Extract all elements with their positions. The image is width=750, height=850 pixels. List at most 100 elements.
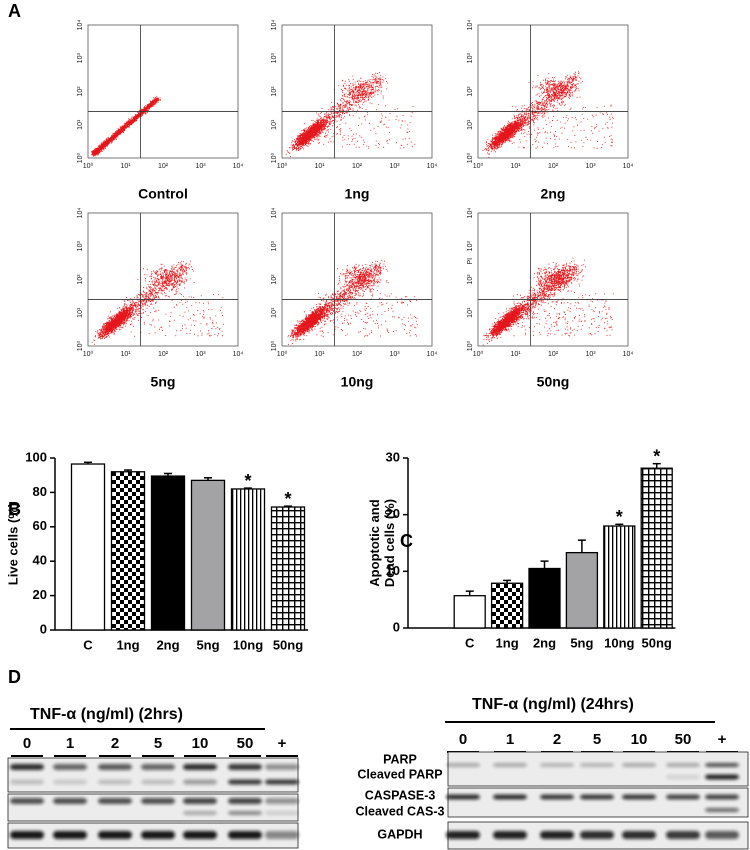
plot-label: 5ng: [151, 374, 176, 390]
x-tick-label: 10¹: [120, 163, 131, 170]
y-tick-label: 10⁰: [270, 341, 278, 352]
blot-band: [183, 779, 217, 785]
blot-band: [705, 774, 739, 780]
bar: [490, 582, 524, 629]
x-tick-label: 10⁴: [623, 163, 634, 170]
blot-band: [666, 831, 700, 839]
y-tick-label: 10²: [467, 86, 474, 97]
y-tick-label: 10⁰: [76, 341, 84, 352]
y-tick-label: 10⁴: [467, 208, 474, 219]
bar: [270, 506, 306, 631]
y-axis-label: Live cells (%): [5, 503, 20, 585]
y-tick-label: 10⁴: [467, 20, 474, 31]
event-dots: [482, 257, 614, 346]
x-tick-label: 10ng: [604, 635, 634, 650]
blot-band: [446, 794, 480, 800]
y-tick-label: 10: [386, 563, 400, 578]
blot-band: [705, 808, 739, 812]
y-tick-label: 10²: [271, 274, 278, 285]
x-tick-label: 10²: [548, 351, 559, 358]
x-tick-label: 10¹: [510, 351, 521, 358]
x-tick-label: 10⁴: [233, 351, 244, 358]
blot-band: [141, 831, 175, 839]
y-tick-label: 10²: [77, 274, 84, 285]
y-tick-label: 10³: [77, 241, 84, 252]
lane-label: 1: [506, 731, 514, 748]
blot-band: [540, 794, 574, 800]
blot-band: [265, 831, 299, 839]
bar: [150, 475, 186, 631]
x-tick-label: 10³: [585, 351, 596, 358]
event-dots: [482, 70, 614, 158]
x-tick-label: 10⁰: [277, 162, 288, 170]
y-tick-label: 10¹: [77, 307, 84, 318]
y-tick-label: 10³: [77, 53, 84, 64]
lane-label: +: [718, 731, 727, 748]
plot-label: Control: [138, 186, 188, 202]
blot-band: [98, 779, 132, 785]
blot-band: [666, 774, 700, 780]
y-tick-label: 10¹: [467, 119, 474, 130]
x-tick-label: 10¹: [314, 163, 325, 170]
x-tick-label: 1ng: [116, 637, 139, 652]
x-tick-label: 10⁰: [473, 350, 484, 358]
blot-band: [446, 831, 480, 839]
blot-band: [183, 764, 217, 770]
blot-band: [10, 831, 44, 839]
plot-label: 2ng: [541, 186, 566, 202]
blot-band: [10, 779, 44, 785]
lane-label: 10: [631, 731, 648, 748]
blot-band: [622, 763, 656, 767]
blot-band: [98, 764, 132, 770]
x-tick-label: 50ng: [273, 637, 303, 652]
y-tick-label: 30: [386, 449, 400, 464]
y-axis-label: Apoptotic and: [367, 499, 382, 586]
x-tick-label: 10³: [585, 163, 596, 170]
x-tick-label: 10¹: [120, 351, 131, 358]
panel-label: D: [8, 667, 21, 687]
significance-marker: *: [244, 471, 251, 491]
bar: [528, 567, 561, 629]
y-tick-label: 10⁴: [77, 20, 84, 31]
blot-band: [141, 764, 175, 770]
lane-label: 1: [66, 735, 74, 752]
y-tick-label: 0: [40, 621, 47, 636]
lane-label: 5: [154, 735, 162, 752]
blot-band: [580, 794, 614, 800]
blot-band: [228, 798, 262, 804]
x-tick-label: 10³: [195, 163, 206, 170]
blot-band: [228, 831, 262, 839]
x-tick-label: 10⁰: [277, 350, 288, 358]
x-tick-label: 10ng: [233, 637, 263, 652]
blot-strip: [447, 751, 749, 787]
bar: [640, 467, 673, 629]
lane-label: 2: [111, 735, 119, 752]
blot-band: [265, 779, 299, 785]
x-tick-label: 10²: [352, 163, 363, 170]
lane-label: 2: [553, 731, 561, 748]
blot-band: [705, 794, 739, 800]
bar-chart: 0 20 40 60 80 100 Live cells (%) C 1ng 2ng 5ng * 10n…: [5, 449, 308, 652]
plot-label: 10ng: [341, 374, 374, 390]
blot-band: [705, 763, 739, 767]
blot-band: [228, 811, 262, 815]
bar: [453, 595, 486, 629]
x-tick-label: 10²: [548, 163, 559, 170]
blot-band: [53, 764, 87, 770]
plot-label: 1ng: [345, 186, 370, 202]
blot-band: [265, 798, 299, 804]
blot-band: [183, 811, 217, 815]
y-tick-label: 10³: [467, 241, 474, 252]
blot-band: [10, 764, 44, 770]
bar: [110, 471, 146, 631]
y-tick-label: 10³: [467, 53, 474, 64]
blot-band: [53, 779, 87, 785]
y-tick-label: 60: [33, 518, 47, 533]
x-tick-label: 2ng: [533, 635, 556, 650]
y-tick-label: 10¹: [271, 119, 278, 130]
x-tick-label: 10⁰: [83, 162, 94, 170]
significance-marker: *: [616, 507, 623, 527]
